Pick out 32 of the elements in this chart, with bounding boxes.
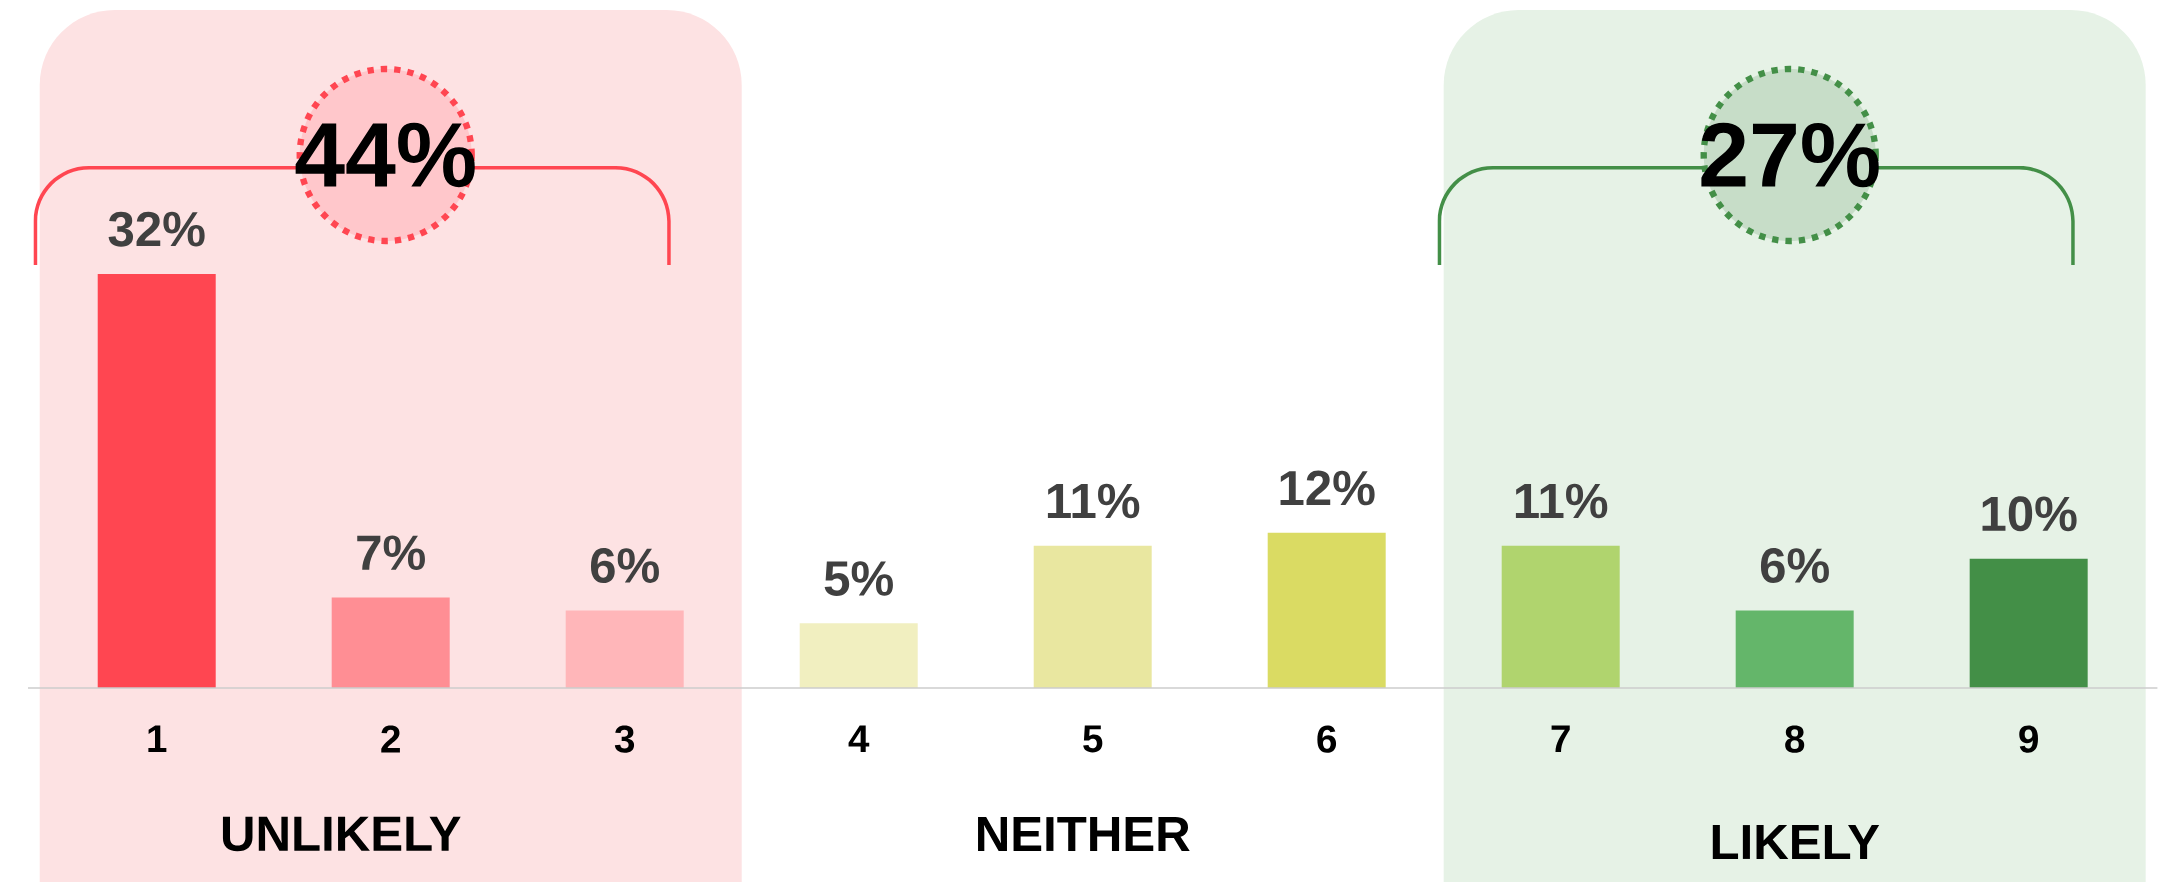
- x-tick-label: 8: [1785, 725, 1805, 753]
- data-label: 7%: [357, 535, 425, 571]
- x-tick-label: 7: [1551, 725, 1570, 753]
- bar: [331, 597, 450, 688]
- data-label: 6%: [1760, 548, 1829, 583]
- x-tick-label: 3: [614, 725, 635, 753]
- x-tick-label: 5: [1083, 725, 1103, 753]
- bar: [97, 274, 216, 688]
- bar: [1501, 545, 1620, 688]
- bar: [565, 610, 684, 688]
- bar: [1033, 545, 1152, 688]
- data-label: 6%: [590, 548, 659, 583]
- text: 27%: [1701, 122, 1879, 188]
- text: 44%: [295, 122, 475, 188]
- bar: [1267, 532, 1386, 688]
- x-tick-label: 9: [2019, 725, 2038, 753]
- data-label: 12%: [1280, 470, 1375, 506]
- x-tick-label: 4: [848, 725, 870, 753]
- data-label: 10%: [1982, 496, 2077, 532]
- band-label: LIKELY: [1712, 825, 1880, 859]
- data-label: 5%: [824, 561, 893, 596]
- band-label: UNLIKELY: [222, 816, 461, 852]
- bar: [1735, 610, 1854, 688]
- data-label: 11%: [1515, 483, 1608, 519]
- bar: [1969, 558, 2088, 688]
- x-tick-label: 6: [1317, 725, 1337, 753]
- data-label: 11%: [1047, 483, 1140, 519]
- x-tick-label: 2: [381, 725, 400, 753]
- text: NEITHER: [978, 817, 1190, 851]
- data-label: 32%: [108, 211, 205, 247]
- bar: [799, 623, 918, 688]
- x-tick-label: 1: [148, 725, 167, 753]
